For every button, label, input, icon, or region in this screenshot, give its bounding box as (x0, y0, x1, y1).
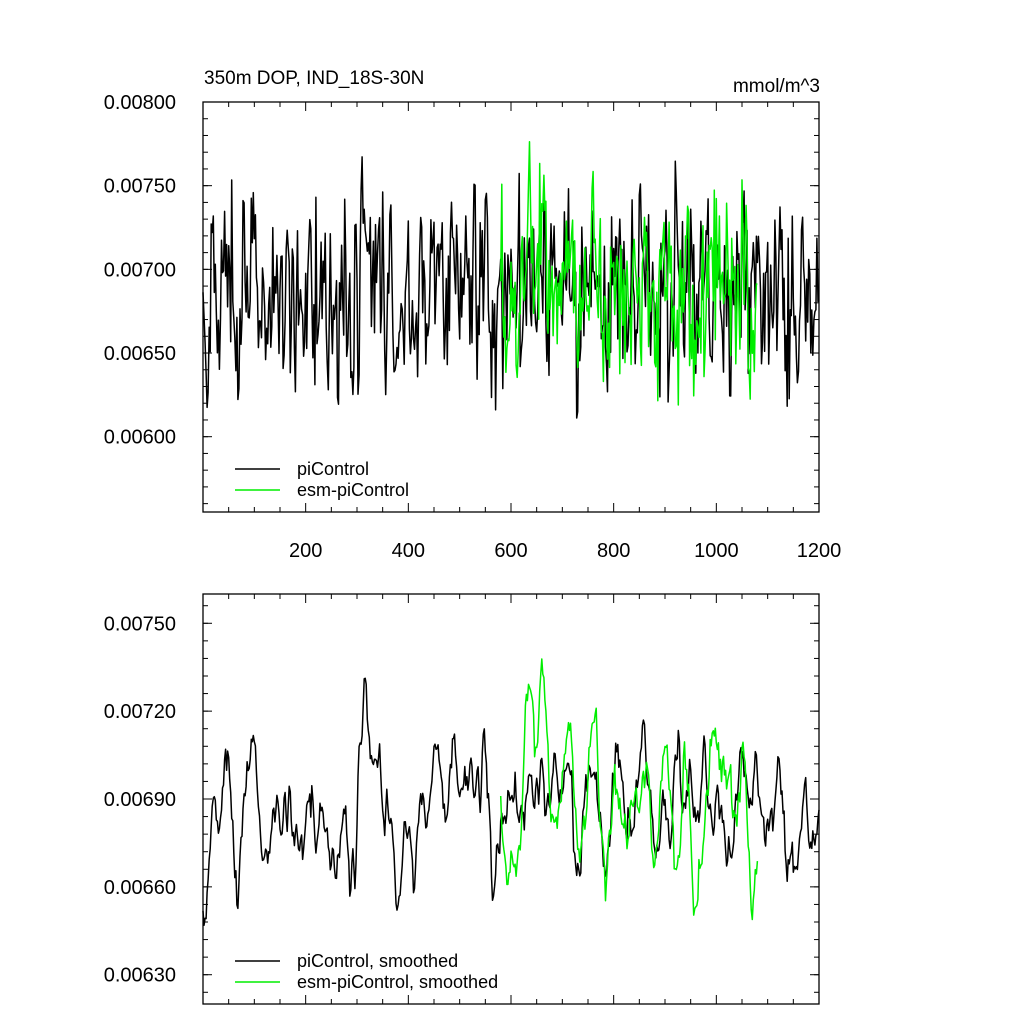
y-tick-label: 0.00750 (104, 613, 176, 635)
plot-frame-top (202, 101, 820, 513)
y-tick-label: 0.00800 (104, 92, 176, 114)
plot-frame-bottom (202, 593, 820, 1005)
x-tick-label: 1000 (694, 540, 739, 562)
y-tick-label: 0.00660 (104, 877, 176, 899)
y-tick-label: 0.00720 (104, 701, 176, 723)
chart-title: 350m DOP, IND_18S-30N (204, 68, 424, 89)
legend-bottom: piControl, smoothed esm-piControl, smoot… (235, 951, 498, 992)
series-layer-top (202, 141, 820, 419)
series-layer-bottom (202, 658, 820, 927)
legend-label-esm-picontrol: esm-piControl (297, 480, 409, 500)
series-line-esm-picontrol (499, 141, 758, 406)
legend-label-picontrol: piControl (297, 459, 369, 479)
y-tick-label: 0.00600 (104, 427, 176, 449)
y-tick-label: 0.00650 (104, 343, 176, 365)
y-tick-label: 0.00700 (104, 259, 176, 281)
x-tick-label: 200 (289, 540, 322, 562)
series-line-esm-picontrol-smoothed (499, 658, 759, 921)
axis-layer-bottom: 0.00630 0.00660 0.00690 0.00720 0.00750 (104, 594, 820, 1004)
y-tick-label: 0.00750 (104, 176, 176, 198)
y-tick-label: 0.00630 (104, 965, 176, 987)
legend-top: piControl esm-piControl (235, 459, 409, 500)
legend-label-picontrol-smoothed: piControl, smoothed (297, 951, 458, 971)
series-line-picontrol-smoothed (202, 677, 820, 927)
legend-label-esm-picontrol-smoothed: esm-piControl, smoothed (297, 972, 498, 992)
x-tick-label: 800 (597, 540, 630, 562)
y-tick-label: 0.00690 (104, 789, 176, 811)
axis-layer-top: 200 400 600 800 1000 1200 0.00600 0.00650 0.0070… (104, 92, 842, 562)
x-tick-label: 400 (392, 540, 425, 562)
x-tick-label: 600 (494, 540, 527, 562)
chart-panel-bottom: 0.00630 0.00660 0.00690 0.00720 0.00750 piCo… (104, 593, 820, 1005)
x-tick-label: 1200 (797, 540, 842, 562)
chart-panel-top: 350m DOP, IND_18S-30N mmol/m^3 200 400 600… (104, 68, 842, 562)
units-label: mmol/m^3 (733, 76, 820, 97)
